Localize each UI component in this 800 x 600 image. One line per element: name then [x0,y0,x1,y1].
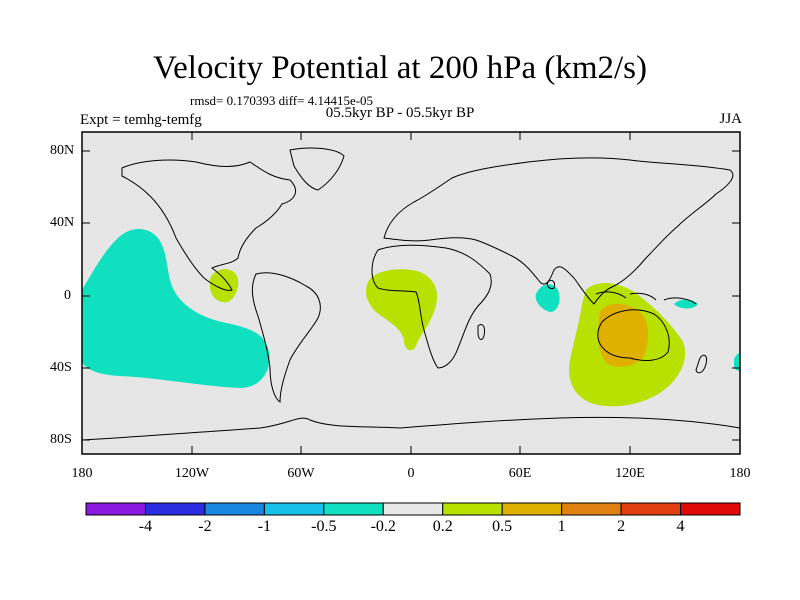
contour-indian-ocean-negative [535,284,560,312]
colorbar-label: 0.5 [492,518,513,535]
colorbar-label: 2 [617,518,626,535]
coastline-madagascar [477,323,485,340]
coastline-eurasia [383,157,734,305]
colorbar-box [501,502,563,516]
coastline-north-america [121,159,297,291]
coastline-australia [597,309,670,361]
lon-label-120w: 120W [174,466,210,481]
lon-label-0: 0 [407,466,415,481]
colorbar-label: -4 [138,518,153,535]
coastline-indonesia [595,291,697,305]
lat-label-40s: 40S [50,360,72,375]
colorbar [85,502,741,516]
coastlines [82,147,740,441]
period-label: 05.5kyr BP - 05.5kyr BP [325,105,475,121]
lon-label-60e: 60E [508,466,532,481]
coastline-antarctica [82,416,740,441]
colorbar-box [85,502,146,516]
contour-mexico-positive [209,269,239,303]
rmsd-diff-stats: rmsd= 0.170393 diff= 4.14415e-05 [190,93,374,108]
colorbar-box [323,502,384,516]
colorbar-box [442,502,503,516]
colorbar-box [620,502,682,516]
colorbar-label: 4 [676,518,685,535]
colorbar-label: -0.2 [370,518,396,535]
colorbar-label: 1 [557,518,566,535]
colorbar-box [382,502,444,516]
lat-label-80s: 80S [50,432,72,447]
colorbar-label: 0.2 [432,518,453,535]
colorbar-box [204,502,265,516]
lon-label-60w: 60W [287,466,315,481]
colorbar-box [561,502,622,516]
coastline-new-zealand [695,354,707,374]
coastline-africa [371,244,492,369]
plot-title: Velocity Potential at 200 hPa (km2/s) [152,50,648,86]
lat-label-40n: 40N [50,215,75,230]
lon-label-120e: 120E [615,466,645,481]
lon-label-180e: 180 [729,466,751,481]
lon-label-180w: 180 [71,466,93,481]
lon-ticks [81,132,741,454]
contour-central-pacific-negative [82,229,270,388]
colorbar-box [263,502,325,516]
colorbar-label: -0.5 [311,518,337,535]
coastline-south-america [251,272,321,403]
lat-ticks [82,150,740,441]
lat-label-80n: 80N [50,143,75,158]
colorbar-box [144,502,206,516]
lat-label-0: 0 [64,288,71,303]
colorbar-label: -2 [198,518,212,535]
coastline-sri-lanka [547,279,555,289]
coastline-greenland [289,147,345,191]
season-label: JJA [719,111,742,127]
contour-australia-positive-inner [598,303,649,367]
colorbar-label: -1 [257,518,272,535]
contour-southwest-pacific-negative [734,353,740,371]
experiment-label: Expt = temhg-temfg [80,112,202,128]
colorbar-box [680,502,741,516]
